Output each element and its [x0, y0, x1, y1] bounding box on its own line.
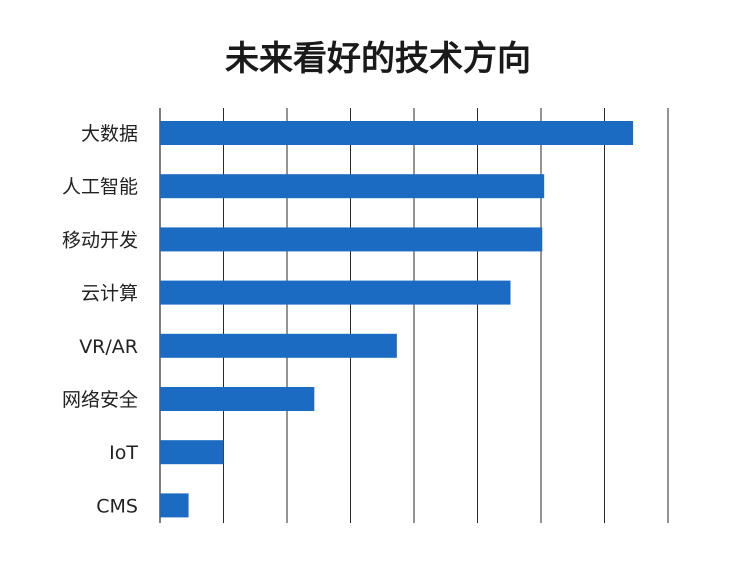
category-label-7: CMS — [96, 495, 138, 517]
bar-0 — [160, 121, 634, 145]
category-label-3: 云计算 — [81, 283, 138, 305]
bar-layer — [160, 121, 634, 518]
bar-2 — [160, 227, 543, 252]
category-label-4: VR/AR — [79, 336, 138, 358]
bar-3 — [160, 280, 511, 305]
grid-layer — [159, 108, 669, 523]
chart-title: 未来看好的技术方向 — [225, 39, 531, 79]
bar-7 — [160, 493, 189, 518]
bar-5 — [160, 387, 315, 411]
category-label-1: 人工智能 — [62, 176, 138, 198]
bar-6 — [160, 440, 224, 465]
category-label-6: IoT — [109, 442, 138, 464]
category-label-0: 大数据 — [81, 123, 138, 145]
category-label-2: 移动开发 — [62, 229, 138, 251]
category-label-5: 网络安全 — [62, 389, 138, 411]
bar-4 — [160, 333, 397, 358]
bar-1 — [160, 174, 545, 199]
